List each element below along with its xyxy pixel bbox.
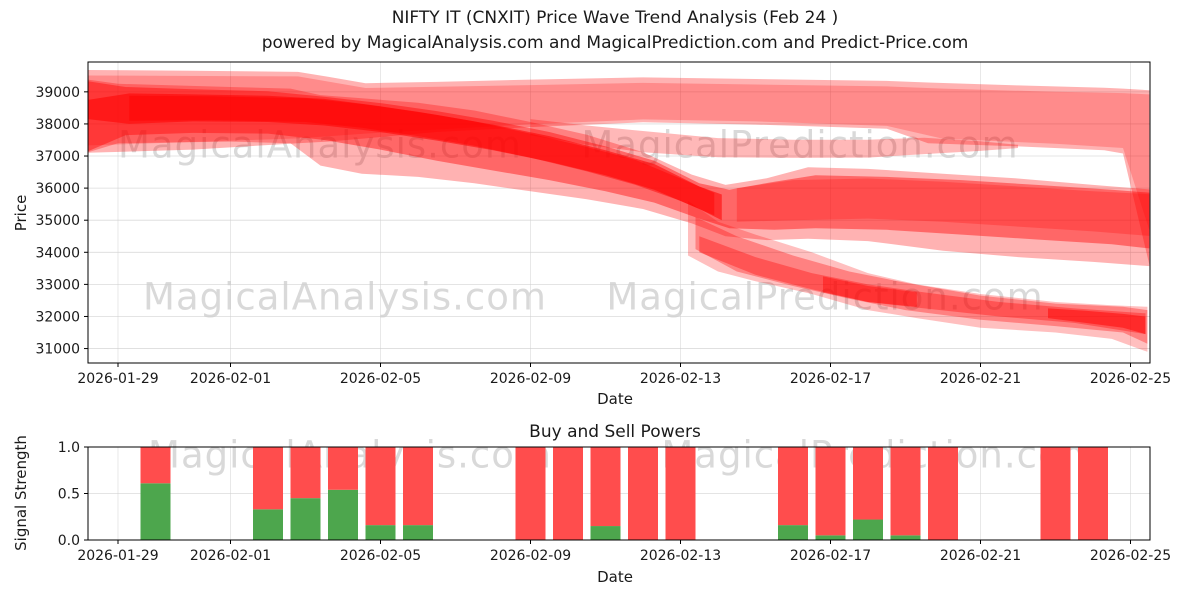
y-tick-label: 38000 [35,117,80,133]
buy-bar-segment [290,498,321,540]
y-tick-label: 32000 [35,309,80,325]
bar-chart-title: Buy and Sell Powers [529,422,701,442]
sell-bar-segment [928,447,958,540]
x-tick-label: 2026-02-05 [340,371,421,387]
buy-bar-segment [778,525,808,540]
buy-bar-segment [365,525,396,540]
x-tick-label: 2026-02-17 [790,548,871,564]
sell-bar-segment [553,447,583,540]
x-tick-label: 2026-02-09 [490,371,571,387]
price-band-core-dark [88,93,722,221]
watermark-prediction: MagicalPrediction.com [581,123,1019,167]
x-tick-label: 2026-02-13 [640,371,721,387]
x-tick-label: 2026-02-01 [190,548,271,564]
y-tick-label: 39000 [35,85,80,101]
y-tick-label: 33000 [35,277,80,293]
sell-bar-segment [365,447,396,526]
buy-bar-segment [328,489,358,540]
buy-bar-segment [403,525,433,540]
y-tick-label: 37000 [35,149,80,165]
sell-bar-segment [778,447,808,526]
axes-spines [87,61,1151,364]
sell-bar-segment [1078,447,1108,540]
figure-title-line2: powered by MagicalAnalysis.com and Magic… [261,33,969,53]
x-tick-label: 2026-02-09 [490,548,571,564]
x-tick-label: 2026-02-05 [340,548,421,564]
price-band-lower-fan-core [699,236,1146,335]
sell-bar-segment [1040,447,1071,540]
date-axis-label-bottom: Date [597,568,633,586]
y-tick-label: 0.0 [58,533,80,549]
sell-bar-segment [140,447,171,484]
buy-sell-bars [140,447,1108,540]
sell-bar-segment [328,447,358,490]
buy-bar-segment [590,526,621,540]
y-tick-label: 31000 [35,342,80,358]
y-tick-label: 35000 [35,213,80,229]
x-tick-label: 2026-02-01 [190,371,271,387]
x-tick-label: 2026-02-21 [940,548,1021,564]
x-tick-label: 2026-02-17 [790,371,871,387]
price-band-lower-dark-streak-a [823,276,917,307]
sell-bar-segment [853,447,883,520]
figure-title-line1: NIFTY IT (CNXIT) Price Wave Trend Analys… [391,8,839,28]
sell-bar-segment [815,447,846,536]
x-tick-label: 2026-02-25 [1090,548,1171,564]
price-band-middle-band-dark [736,178,1150,236]
price-band-core-dark2 [129,95,715,216]
figure-title: NIFTY IT (CNXIT) Price Wave Trend Analys… [262,6,969,56]
price-axis-label: Price [12,194,30,232]
sell-bar-segment [290,447,321,499]
sell-bar-segment [403,447,433,526]
price-band-lower-fan-light [688,200,1148,352]
buy-bar-segment [853,519,883,540]
price-wave-bands [88,70,1150,352]
price-band-lower-dark-streak-b [1048,308,1146,335]
y-tick-label: 36000 [35,181,80,197]
buy-bar-segment [890,535,921,540]
watermark-prediction: MagicalPrediction.com [606,275,1044,319]
y-tick-label: 1.0 [58,440,80,456]
x-tick-label: 2026-01-29 [77,548,158,564]
x-tick-label: 2026-02-21 [940,371,1021,387]
x-tick-label: 2026-01-29 [77,371,158,387]
sell-bar-segment [628,447,658,540]
buy-bar-segment [253,509,283,540]
x-tick-label: 2026-02-13 [640,548,721,564]
sell-bar-segment [890,447,921,536]
signal-strength-axis-label: Signal Strength [12,435,30,551]
sell-bar-segment [665,447,696,540]
price-band-thin-mid-band [530,119,1018,158]
buy-bar-segment [815,535,846,540]
buy-bar-segment [140,483,171,540]
price-band-lower-fan-mid [695,217,1148,344]
sell-bar-segment [590,447,621,527]
y-tick-label: 34000 [35,245,80,261]
watermark-analysis: MagicalAnalysis.com [143,275,547,319]
sell-bar-segment [515,447,546,540]
sell-bar-segment [253,447,283,510]
x-tick-label: 2026-02-25 [1090,371,1171,387]
date-axis-label-top: Date [597,390,633,408]
y-tick-label: 0.5 [58,487,80,503]
